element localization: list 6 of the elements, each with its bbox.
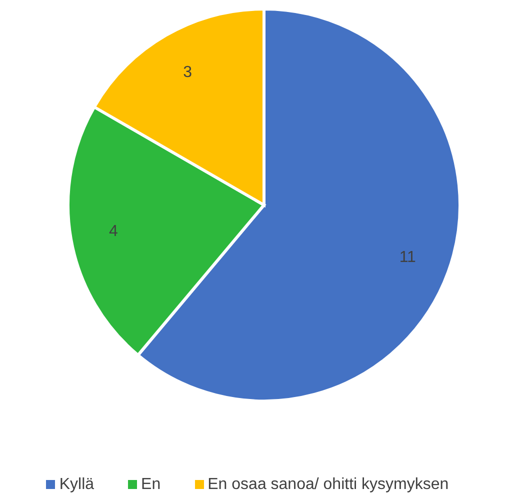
data-label: 4 [108,223,118,240]
legend-label: Kyllä [59,476,94,493]
data-label: 3 [183,64,192,82]
legend-label: En [141,476,161,493]
legend-label: En osaa sanoa/ ohitti kysymyksen [208,476,449,493]
data-label: 11 [399,248,416,266]
